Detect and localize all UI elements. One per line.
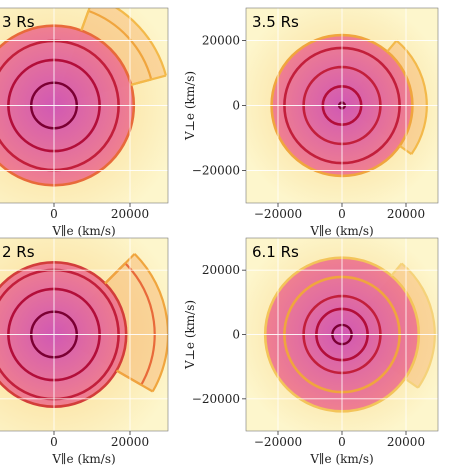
y-tick-label: 20000: [202, 263, 240, 277]
contour-line: [400, 262, 436, 389]
y-tick-label: −20000: [192, 392, 240, 406]
contour-edge: [130, 74, 167, 86]
x-axis-label: V∥e (km/s): [51, 224, 115, 238]
panel-2: 3.5 Rs −20000 0 20000 20000 0 −20000 V∥e (km/s)…: [183, 7, 439, 238]
contour-line: [133, 253, 168, 393]
x-axis-label: V∥e (km/s): [51, 452, 115, 466]
panel-label: 2 Rs: [2, 243, 35, 261]
x-tick-label: 0: [50, 207, 58, 221]
contour-line: [395, 39, 428, 155]
contour-edge: [386, 39, 398, 53]
contour-line: [114, 8, 168, 76]
y-tick-label: −20000: [192, 164, 240, 178]
y-tick-label: 0: [232, 99, 240, 113]
x-tick-label: 0: [50, 435, 58, 449]
x-axis-label: V∥e (km/s): [309, 224, 373, 238]
x-axis-label: V∥e (km/s): [309, 452, 373, 466]
contour-edge: [115, 369, 154, 393]
x-tick-label: 20000: [111, 435, 149, 449]
x-tick-label: 0: [338, 435, 346, 449]
x-tick-label: −20000: [254, 435, 302, 449]
contour-line: [88, 9, 153, 80]
y-tick-label: 20000: [202, 34, 240, 48]
x-tick-label: 20000: [111, 207, 149, 221]
contour-edge: [404, 377, 419, 389]
y-axis-label: V⊥e (km/s): [183, 71, 197, 141]
panel-3: 2 Rs 0 20000 V∥e (km/s): [0, 237, 169, 466]
y-tick-label: 0: [232, 328, 240, 342]
contour-edge: [80, 8, 91, 31]
x-tick-label: 0: [338, 207, 346, 221]
x-tick-label: 20000: [387, 207, 425, 221]
panel-label: 3 Rs: [2, 13, 35, 31]
panel-label: 6.1 Rs: [252, 243, 299, 261]
panel-4: 6.1 Rs −20000 0 20000 20000 0 −20000 V∥e (km/s)…: [183, 237, 439, 466]
x-tick-label: 20000: [387, 435, 425, 449]
contour-edge: [390, 262, 403, 277]
panel-label: 3.5 Rs: [252, 13, 299, 31]
y-axis-label: V⊥e (km/s): [183, 300, 197, 370]
contour-line: [124, 262, 156, 386]
panel-1: 3 Rs 0 20000 V∥e (km/s): [0, 7, 169, 238]
x-tick-label: −20000: [254, 207, 302, 221]
